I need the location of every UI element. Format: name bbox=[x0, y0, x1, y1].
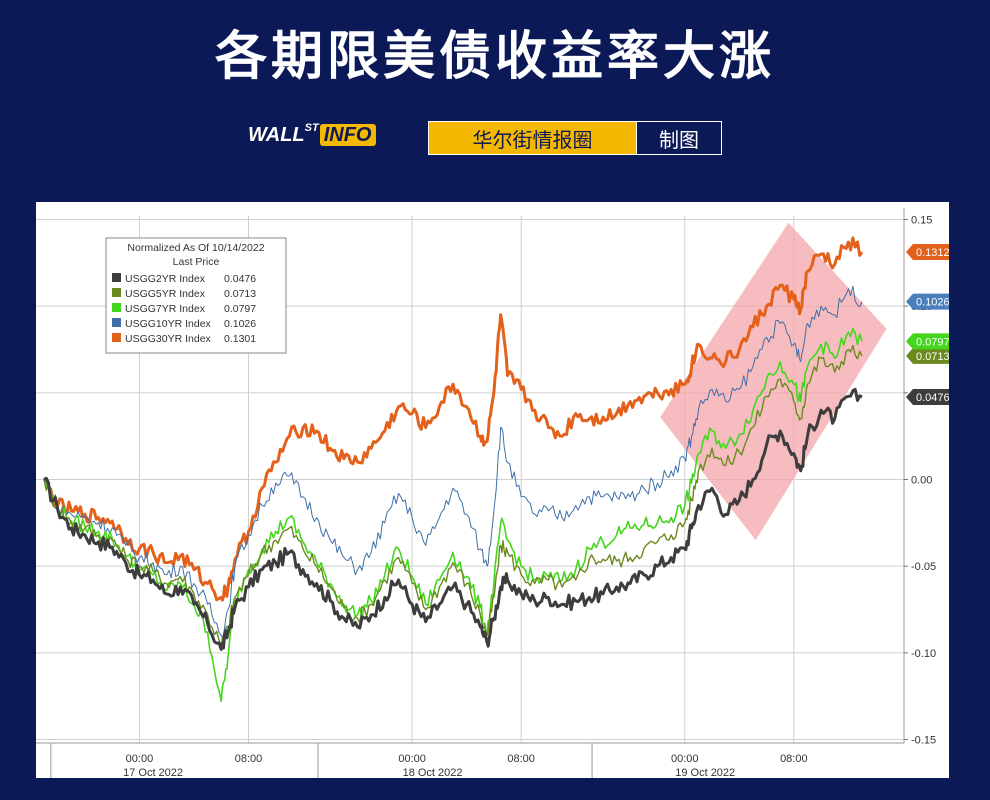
x-tick-label: 08:00 bbox=[507, 753, 535, 765]
series-line-usgg5yr-index bbox=[43, 344, 863, 647]
last-value-label: 0.0797 bbox=[916, 336, 949, 348]
highlight-region bbox=[660, 222, 887, 541]
chart-panel: 0.150.100.050.00-0.05-0.10-0.1500:0008:0… bbox=[36, 202, 949, 778]
source-tag-secondary: 制图 bbox=[636, 122, 721, 154]
x-tick-label: 00:00 bbox=[671, 753, 699, 765]
last-value-badge bbox=[906, 333, 949, 350]
y-tick-label: -0.10 bbox=[911, 648, 936, 660]
page-title: 各期限美债收益率大涨 bbox=[214, 27, 775, 87]
legend-swatch bbox=[112, 273, 121, 282]
legend-box bbox=[105, 237, 287, 354]
series-line-usgg7yr-index bbox=[43, 327, 863, 703]
brand-info: INFO bbox=[319, 124, 376, 146]
last-value-label: 0.1312 bbox=[916, 247, 949, 259]
brand-main: WALL bbox=[248, 124, 305, 146]
y-tick-label: -0.15 bbox=[911, 735, 936, 747]
legend-entry-value: 0.0713 bbox=[224, 288, 256, 300]
last-value-badge bbox=[906, 244, 949, 261]
last-value-badge bbox=[906, 347, 949, 364]
legend-entry-name: USGG2YR Index bbox=[125, 273, 206, 285]
legend-entry-value: 0.0797 bbox=[224, 303, 256, 315]
x-tick-label: 00:00 bbox=[126, 753, 154, 765]
last-value-label: 0.0476 bbox=[916, 392, 949, 404]
y-tick-label: 0.15 bbox=[911, 214, 932, 226]
legend-title: Normalized As Of 10/14/2022 bbox=[127, 242, 264, 254]
last-value-badge bbox=[906, 388, 949, 405]
brand-logo: WALLST INFO bbox=[248, 122, 376, 147]
legend-entry-name: USGG10YR Index bbox=[125, 318, 212, 330]
legend-entry-value: 0.0476 bbox=[224, 273, 256, 285]
x-day-label: 17 Oct 2022 bbox=[123, 767, 183, 778]
brand-sup: ST bbox=[304, 122, 319, 134]
source-tag-primary: 华尔街情报圈 bbox=[429, 122, 636, 154]
last-value-label: 0.0713 bbox=[916, 351, 949, 363]
y-tick-label: -0.05 bbox=[911, 561, 936, 573]
yield-chart: 0.150.100.050.00-0.05-0.10-0.1500:0008:0… bbox=[36, 208, 949, 778]
legend-swatch bbox=[112, 303, 121, 312]
last-value-label: 0.1026 bbox=[916, 297, 949, 309]
series-line-usgg30yr-index bbox=[43, 236, 864, 602]
legend-swatch bbox=[112, 333, 121, 342]
legend-entry-name: USGG5YR Index bbox=[125, 288, 206, 300]
legend-entry-value: 0.1026 bbox=[224, 318, 256, 330]
legend-swatch bbox=[112, 318, 121, 327]
series-line-usgg10yr-index bbox=[43, 285, 863, 639]
x-day-label: 19 Oct 2022 bbox=[675, 767, 735, 778]
legend-subtitle: Last Price bbox=[173, 256, 220, 268]
source-tag: 华尔街情报圈 制图 bbox=[428, 121, 722, 155]
x-day-label: 18 Oct 2022 bbox=[403, 767, 463, 778]
y-tick-label: 0.00 bbox=[911, 475, 932, 487]
legend-entry-value: 0.1301 bbox=[224, 333, 256, 345]
legend-entry-name: USGG30YR Index bbox=[125, 333, 212, 345]
x-tick-label: 00:00 bbox=[398, 753, 426, 765]
legend-entry-name: USGG7YR Index bbox=[125, 303, 206, 315]
x-tick-label: 08:00 bbox=[235, 753, 263, 765]
x-tick-label: 08:00 bbox=[780, 753, 808, 765]
last-value-badge bbox=[906, 293, 949, 310]
legend-swatch bbox=[112, 288, 121, 297]
series-line-usgg2yr-index bbox=[43, 387, 863, 651]
